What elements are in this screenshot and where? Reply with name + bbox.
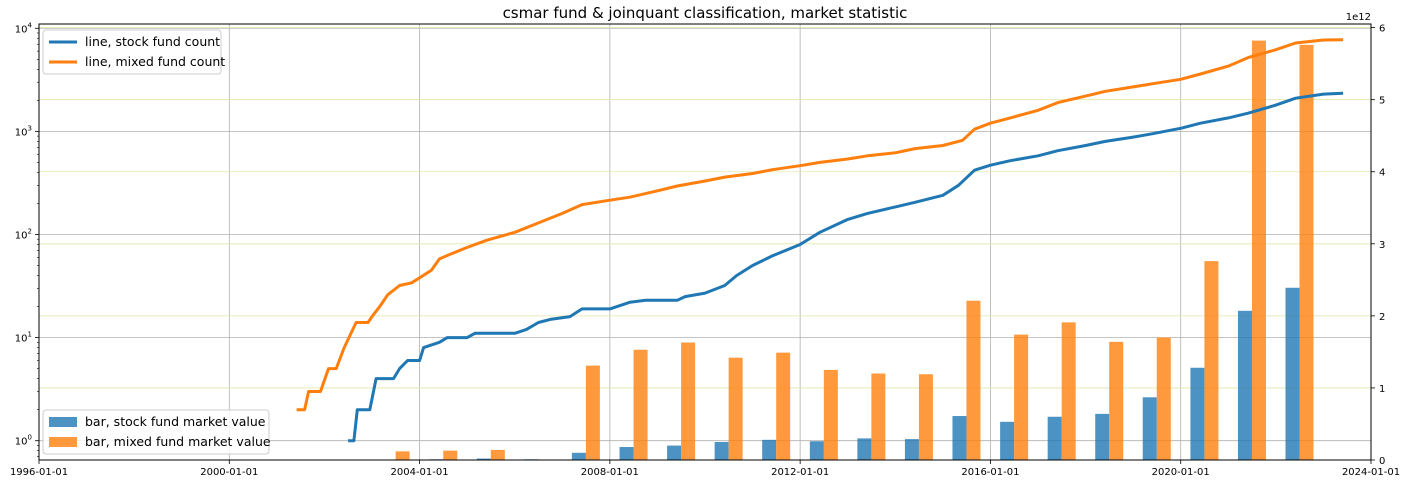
x-tick-label: 2020-01-01 — [1152, 467, 1210, 478]
bar-mixed — [1109, 341, 1124, 460]
bar-mixed — [1014, 334, 1029, 460]
y-left-tick-label: 104 — [15, 21, 33, 35]
y-right-tick-label: 2 — [1379, 312, 1385, 323]
bar-mixed — [395, 451, 410, 460]
grid-layer — [38, 24, 1372, 461]
bar-mixed — [776, 352, 791, 460]
bar-stock — [1000, 421, 1015, 460]
axis-layer: 1996-01-01 2000-01-01 2004-01-01 2008-01-01… — [10, 12, 1400, 478]
line-layer — [296, 38, 1344, 443]
bar-mixed — [1156, 337, 1171, 460]
bar-mixed — [1251, 40, 1266, 460]
x-tick-label: 2012-01-01 — [771, 467, 829, 478]
y-right-multiplier: 1e12 — [1346, 12, 1371, 23]
x-tick-label: 2024-01-01 — [1342, 467, 1400, 478]
bar-mixed — [585, 365, 600, 460]
bar-stock — [952, 416, 967, 460]
bar-stock — [1285, 287, 1300, 460]
bar-stock — [904, 439, 919, 460]
y-right-tick-label: 6 — [1379, 24, 1385, 35]
y-left-tick-label: 103 — [15, 124, 32, 138]
bar-mixed — [490, 449, 505, 460]
x-tick-label: 1996-01-01 — [10, 467, 68, 478]
bar-stock — [1142, 397, 1157, 460]
bar-layer — [381, 40, 1314, 460]
bar-stock — [1190, 367, 1205, 460]
bar-stock — [476, 458, 491, 460]
bar-stock — [571, 452, 586, 460]
plot-frame — [38, 23, 1372, 461]
line-mixed-count — [296, 38, 1344, 412]
y-right-tick-label: 3 — [1379, 240, 1385, 251]
y-right-tick-label: 1 — [1379, 384, 1385, 395]
bar-mixed — [633, 349, 648, 460]
bar-stock — [1095, 413, 1110, 460]
y-left-tick-label: 101 — [15, 331, 32, 345]
legend-box — [42, 29, 222, 75]
bar-mixed — [871, 373, 886, 460]
y-left-tick-label: 100 — [15, 434, 32, 448]
bar-stock — [714, 441, 729, 460]
x-tick-label: 2008-01-01 — [581, 467, 639, 478]
x-tick-label: 2016-01-01 — [961, 467, 1019, 478]
x-tick-label: 2004-01-01 — [391, 467, 449, 478]
legend-bar-swatch — [49, 437, 77, 447]
bar-stock — [667, 445, 682, 460]
bar-mixed — [1299, 44, 1314, 460]
bar-stock — [1237, 310, 1252, 460]
bar-mixed — [443, 450, 458, 460]
bar-mixed — [728, 357, 743, 460]
bar-stock — [809, 441, 824, 460]
x-tick-label: 2000-01-01 — [200, 467, 258, 478]
legend-label: line, mixed fund count — [85, 54, 225, 69]
legend-box — [42, 409, 270, 455]
legend-label: line, stock fund count — [85, 34, 220, 49]
bar-stock — [857, 438, 872, 460]
bar-mixed — [681, 342, 696, 460]
bar-mixed — [823, 369, 838, 460]
bar-mixed — [1204, 261, 1219, 460]
chart-title: csmar fund & joinquant classification, m… — [503, 4, 908, 22]
line-stock-count — [348, 91, 1344, 443]
bar-stock — [619, 447, 634, 460]
legend-label: bar, mixed fund market value — [85, 434, 271, 449]
bar-stock — [1047, 416, 1062, 460]
bar-mixed — [1061, 322, 1076, 460]
y-left-tick-label: 102 — [15, 227, 32, 241]
bar-mixed — [918, 374, 933, 460]
legend-layer: line, stock fund count line, mixed fund c… — [42, 29, 271, 455]
legend-label: bar, stock fund market value — [85, 414, 266, 429]
legend-bar-swatch — [49, 417, 77, 427]
bar-mixed — [966, 300, 981, 460]
bar-stock — [762, 439, 777, 460]
y-right-tick-label: 0 — [1379, 456, 1385, 467]
y-right-tick-label: 4 — [1379, 168, 1385, 179]
y-right-tick-label: 5 — [1379, 96, 1385, 107]
